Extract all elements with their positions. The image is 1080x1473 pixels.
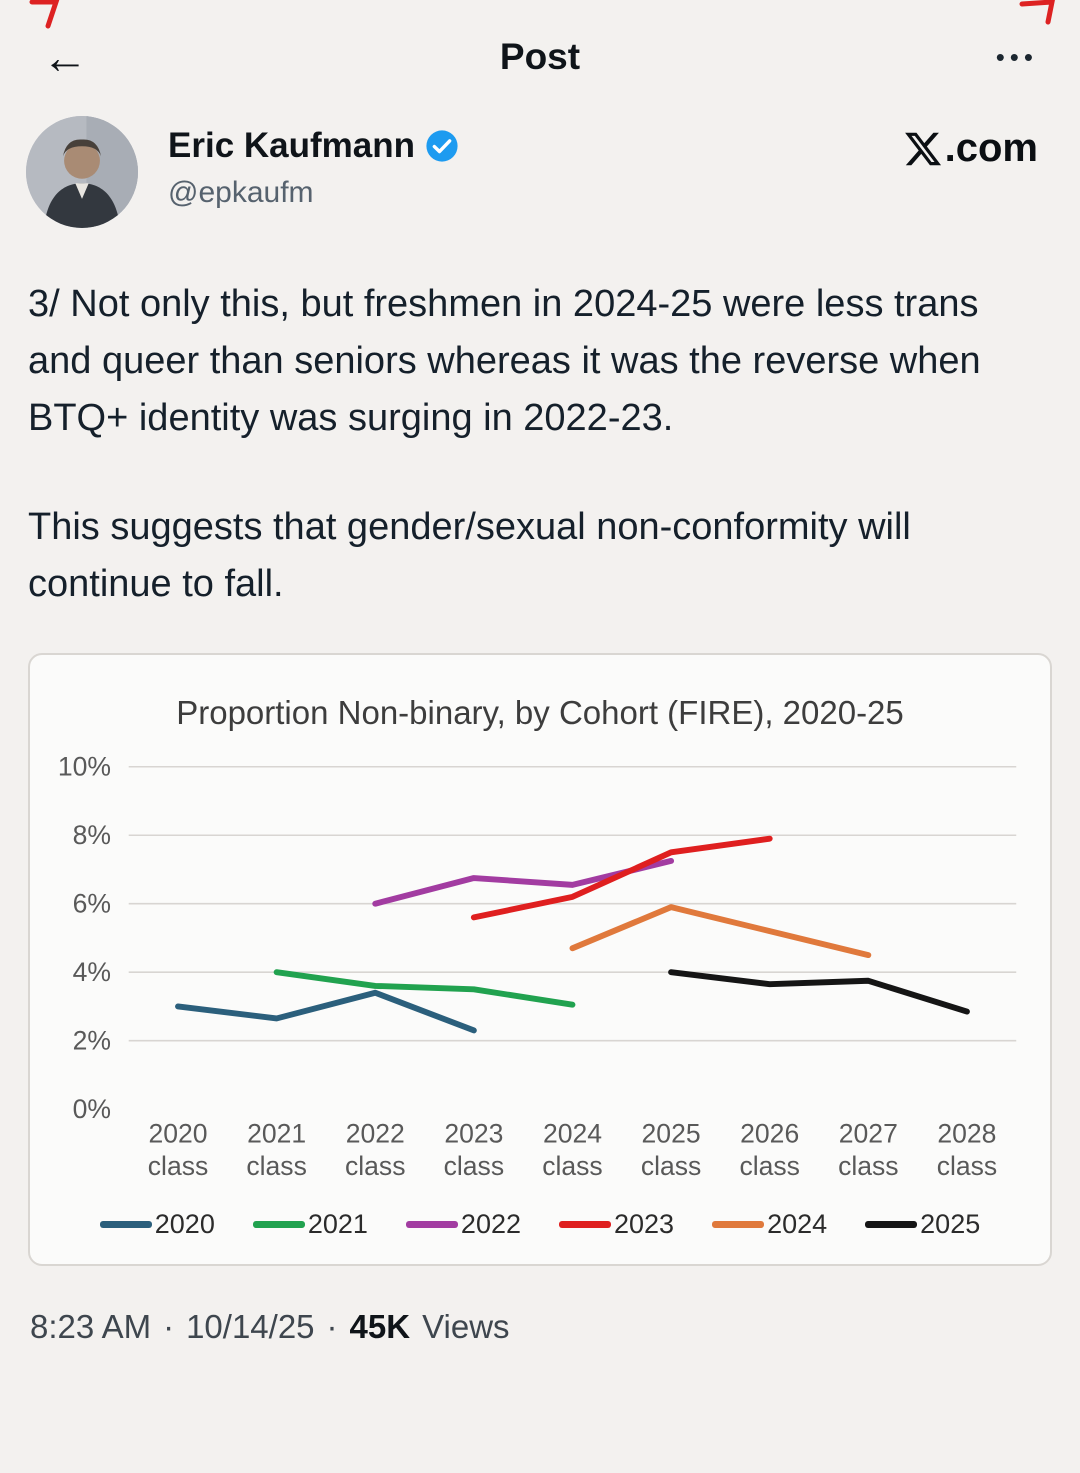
x-tick-label: 2021 class bbox=[246, 1118, 306, 1180]
legend-label-2025: 2025 bbox=[920, 1209, 981, 1240]
legend-item-2025: 2025 bbox=[865, 1209, 980, 1240]
separator: · bbox=[326, 1308, 338, 1346]
series-line-2024 bbox=[569, 904, 872, 958]
tweet-paragraph-2: This suggests that gender/sexual non-con… bbox=[28, 506, 911, 605]
legend-swatch-2022 bbox=[405, 1221, 458, 1229]
chart-card[interactable]: Proportion Non-binary, by Cohort (FIRE),… bbox=[28, 653, 1052, 1267]
chart-title: Proportion Non-binary, by Cohort (FIRE),… bbox=[176, 694, 904, 731]
verified-badge-icon bbox=[426, 130, 458, 162]
views-count: 45K bbox=[349, 1308, 411, 1346]
post-header: ← Post ••• bbox=[0, 0, 1080, 88]
x-logo-icon bbox=[904, 132, 941, 165]
legend-item-2024: 2024 bbox=[712, 1209, 827, 1240]
x-tick-label: 2027 class bbox=[838, 1118, 898, 1180]
series-line-2025 bbox=[668, 969, 970, 1015]
y-tick-label: 0% bbox=[73, 1094, 111, 1124]
y-tick-label: 2% bbox=[73, 1025, 111, 1055]
post-meta: 8:23 AM · 10/14/25 · 45K Views bbox=[0, 1266, 1080, 1346]
legend-item-2022: 2022 bbox=[405, 1209, 521, 1240]
x-tick-label: 2020 class bbox=[148, 1118, 208, 1180]
legend-item-2020: 2020 bbox=[99, 1209, 215, 1240]
legend-label-2022: 2022 bbox=[460, 1209, 521, 1240]
x-tick-label: 2025 class bbox=[641, 1118, 701, 1180]
user-handle[interactable]: @epkaufm bbox=[168, 176, 314, 209]
line-chart: 0% 2% 4% 6% 8% 10% 2020 class 2021 class 2022 class… bbox=[58, 751, 1017, 1181]
x-tick-label: 2022 class bbox=[345, 1118, 405, 1180]
legend-swatch-2020 bbox=[99, 1221, 152, 1229]
more-options-button[interactable]: ••• bbox=[995, 41, 1038, 72]
timestamp: 8:23 AM bbox=[30, 1308, 152, 1346]
legend-swatch-2025 bbox=[865, 1221, 918, 1229]
chart-legend: 2020 2021 2022 2023 2024 2025 bbox=[48, 1209, 1032, 1240]
legend-swatch-2021 bbox=[252, 1221, 305, 1229]
x-tick-label: 2026 class bbox=[739, 1118, 799, 1180]
x-com-watermark: .com bbox=[903, 116, 1038, 171]
x-com-suffix: .com bbox=[944, 126, 1038, 170]
back-button[interactable]: ← bbox=[42, 31, 88, 83]
x-tick-label: 2024 class bbox=[542, 1118, 602, 1180]
legend-label-2023: 2023 bbox=[614, 1209, 675, 1240]
views-label: Views bbox=[422, 1308, 510, 1346]
avatar-photo bbox=[26, 116, 138, 228]
y-tick-label: 8% bbox=[73, 820, 111, 850]
separator: · bbox=[163, 1308, 175, 1346]
legend-swatch-2024 bbox=[712, 1221, 765, 1229]
tweet-body: 3/ Not only this, but freshmen in 2024-2… bbox=[0, 228, 1080, 613]
x-tick-label: 2023 class bbox=[444, 1118, 504, 1180]
y-tick-label: 6% bbox=[73, 888, 111, 918]
y-tick-label: 10% bbox=[58, 751, 111, 781]
page-title: Post bbox=[499, 36, 581, 77]
crop-mark-top-right bbox=[1019, 0, 1055, 25]
avatar[interactable] bbox=[26, 116, 138, 228]
legend-item-2023: 2023 bbox=[559, 1209, 674, 1240]
series-line-2021 bbox=[273, 969, 576, 1008]
profile-row: Eric Kaufmann @epkaufm .com bbox=[0, 88, 1080, 228]
legend-label-2020: 2020 bbox=[154, 1209, 215, 1240]
series-line-2020 bbox=[175, 989, 477, 1034]
y-tick-label: 4% bbox=[73, 957, 111, 987]
series-line-2023 bbox=[470, 835, 773, 921]
legend-swatch-2023 bbox=[559, 1221, 611, 1229]
crop-mark-top-left bbox=[29, 0, 60, 29]
series-line-2022 bbox=[372, 857, 675, 907]
legend-label-2021: 2021 bbox=[307, 1209, 368, 1240]
legend-item-2021: 2021 bbox=[252, 1209, 368, 1240]
legend-label-2024: 2024 bbox=[767, 1209, 828, 1240]
x-tick-label: 2028 class bbox=[937, 1118, 997, 1180]
display-name[interactable]: Eric Kaufmann bbox=[168, 126, 415, 165]
user-identity: Eric Kaufmann @epkaufm bbox=[168, 116, 459, 210]
tweet-paragraph-1: 3/ Not only this, but freshmen in 2024-2… bbox=[28, 283, 981, 439]
post-date: 10/14/25 bbox=[186, 1308, 315, 1346]
